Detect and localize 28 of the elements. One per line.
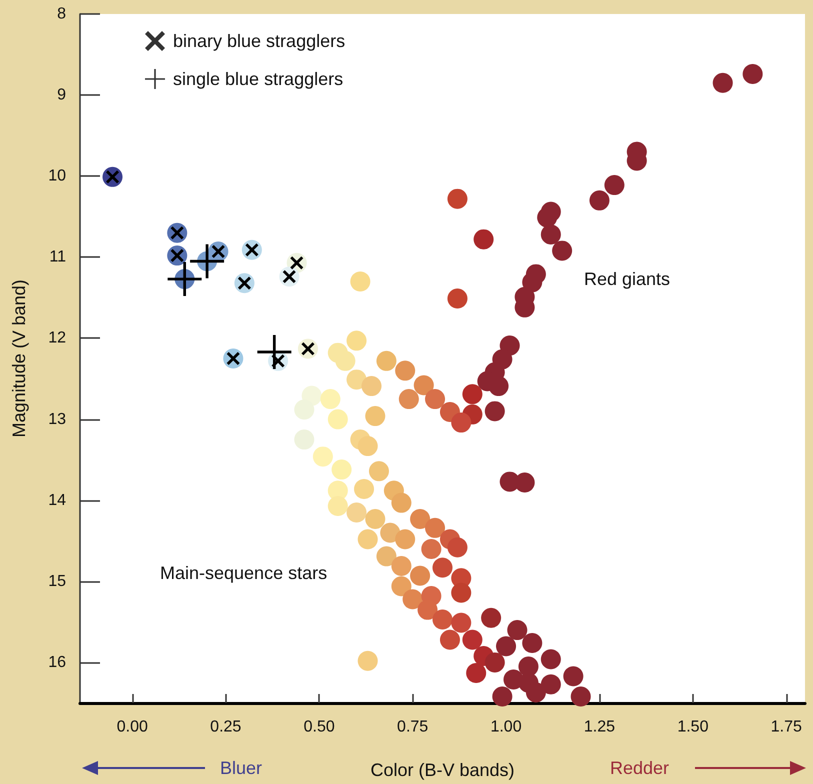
legend-label: binary blue stragglers bbox=[173, 31, 346, 51]
y-tick-label: 15 bbox=[48, 572, 66, 590]
y-tick-label: 13 bbox=[48, 410, 66, 428]
x-tick-label: 1.50 bbox=[677, 718, 709, 736]
x-tick-label: 0.75 bbox=[397, 718, 428, 736]
text: Bluer bbox=[220, 758, 262, 778]
point bbox=[168, 262, 202, 296]
point bbox=[190, 244, 224, 278]
x-axis-title: Color (B-V bands) bbox=[370, 760, 515, 780]
y-tick-label: 11 bbox=[49, 248, 66, 266]
text: Redder bbox=[610, 758, 670, 778]
x-tick-label: 0.50 bbox=[304, 718, 335, 736]
y-tick-label: 14 bbox=[48, 492, 66, 509]
x-tick-label: 1.75 bbox=[770, 718, 802, 736]
annotation: Red giants bbox=[584, 269, 670, 289]
y-tick-label: 12 bbox=[48, 330, 66, 347]
y-tick-label: 9 bbox=[57, 86, 66, 104]
x-tick-label: 1.25 bbox=[584, 718, 616, 736]
x-tick-label: 1.00 bbox=[490, 718, 522, 736]
point bbox=[257, 335, 292, 370]
y-axis-title: Magnitude (V band) bbox=[9, 279, 29, 438]
x-tick-label: 0.00 bbox=[116, 718, 148, 736]
y-tick-label: 8 bbox=[57, 6, 66, 22]
y-tick-label: 16 bbox=[48, 654, 66, 671]
x-tick-label: 0.25 bbox=[210, 718, 242, 736]
legend-label: single blue stragglers bbox=[173, 69, 344, 89]
y-tick-label: 10 bbox=[48, 168, 66, 185]
annotation: Main-sequence stars bbox=[160, 563, 328, 583]
